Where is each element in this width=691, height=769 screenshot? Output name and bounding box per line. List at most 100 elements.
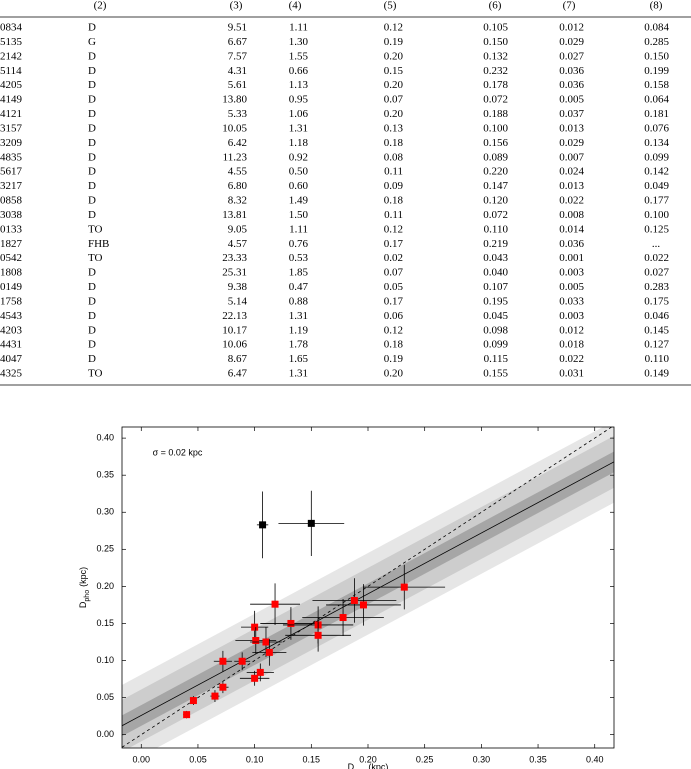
x-tick-label: 0.25	[416, 754, 434, 764]
row-id: 5135	[0, 36, 23, 48]
cell: 6.47	[228, 368, 248, 380]
cell: 7.57	[228, 50, 248, 62]
cell: D	[88, 137, 96, 149]
cell: 0.001	[559, 252, 584, 264]
table: (2) (3) (4) (5) (6) (7) (8)0834 D 9.51 1.11 0.12 0.…	[0, 0, 691, 386]
cell: 4.57	[228, 238, 248, 250]
cell: 22.13	[222, 310, 247, 322]
cell: 0.107	[483, 281, 508, 293]
chart: 0.00 0.05 0.10 0.15 0.20 0.25 0.30 0.35 0.40 0.00…	[78, 426, 615, 769]
row-id: 4149	[0, 94, 23, 106]
row-id: 4325	[0, 368, 23, 380]
cell: 0.072	[483, 94, 508, 106]
scatter-point	[307, 519, 315, 527]
cell: 0.88	[289, 295, 309, 307]
cell: 0.100	[483, 122, 508, 134]
cell: 0.06	[384, 310, 404, 322]
cell: FHB	[88, 238, 109, 250]
column-header: (7)	[563, 0, 576, 12]
cell: 0.120	[483, 195, 508, 207]
column-header: (3)	[230, 0, 243, 12]
cell: 0.150	[644, 50, 669, 62]
fit-line	[122, 461, 614, 727]
cell: 0.07	[384, 94, 404, 106]
cell: 0.13	[384, 122, 404, 134]
cell: 13.80	[222, 94, 247, 106]
cell: 0.219	[483, 238, 508, 250]
cell: 0.036	[559, 79, 584, 91]
cell: 0.110	[484, 223, 509, 235]
cell: 5.61	[228, 79, 247, 91]
cell: 0.95	[289, 94, 309, 106]
cell: 0.005	[559, 94, 584, 106]
cell: 0.53	[289, 252, 309, 264]
cell: 1.30	[289, 36, 309, 48]
row-id: 4047	[0, 353, 23, 365]
cell: D	[88, 50, 96, 62]
cell: 0.09	[384, 180, 404, 192]
cell: 1.55	[289, 50, 309, 62]
cell: 0.18	[384, 137, 404, 149]
cell: 0.220	[483, 166, 508, 178]
scatter-point	[256, 668, 264, 676]
cell: 0.064	[644, 94, 669, 106]
cell: D	[88, 108, 96, 120]
cell: 0.089	[483, 151, 508, 163]
row-id: 2142	[0, 50, 22, 62]
column-header: (2)	[94, 0, 107, 12]
identity-line	[122, 427, 613, 748]
row-id: 0542	[0, 252, 22, 264]
scatter-point	[287, 619, 295, 627]
cell: 6.67	[228, 36, 248, 48]
cell: 8.67	[228, 353, 248, 365]
y-axis-label-sub: pho	[84, 590, 91, 602]
row-id: 0858	[0, 195, 23, 207]
cell: 1.65	[289, 353, 309, 365]
row-id: 3038	[0, 209, 23, 221]
scatter-point	[314, 631, 322, 639]
cell: 0.027	[559, 50, 584, 62]
x-tick-label: 0.20	[359, 754, 377, 764]
scatter-point	[251, 674, 259, 682]
row-id: 5114	[0, 65, 22, 77]
y-axis-label-unit: (kpc)	[78, 567, 88, 587]
cell: 0.12	[384, 324, 403, 336]
row-id: 4121	[0, 108, 22, 120]
scatter-point	[219, 683, 227, 691]
scatter-point	[265, 648, 273, 656]
cell: 0.100	[644, 209, 669, 221]
cell: 0.181	[644, 108, 669, 120]
cell: 1.78	[289, 339, 309, 351]
scatter-point	[219, 657, 227, 665]
cell: 0.134	[644, 137, 669, 149]
scatter-point	[252, 637, 260, 645]
cell: 0.147	[483, 180, 508, 192]
x-axis-label-sub: spe	[354, 768, 365, 769]
cell: 0.47	[289, 281, 309, 293]
y-axis-label: Dpho (kpc)	[78, 567, 90, 608]
cell: 0.11	[384, 209, 403, 221]
cell: 0.60	[289, 180, 309, 192]
scatter-point	[350, 596, 358, 604]
cell: 0.029	[559, 36, 584, 48]
cell: 0.036	[559, 65, 584, 77]
column-header: (4)	[289, 0, 302, 12]
cell: D	[88, 353, 96, 365]
cell: 0.12	[384, 22, 403, 34]
cell: 0.17	[384, 295, 404, 307]
cell: TO	[88, 368, 103, 380]
y-tick-label: 0.25	[96, 544, 114, 554]
cell: 0.177	[644, 195, 669, 207]
cell: ...	[652, 238, 661, 250]
cell: 0.155	[483, 368, 508, 380]
cell: 0.18	[384, 195, 404, 207]
cell: 1.49	[289, 195, 309, 207]
cell: 0.12	[384, 223, 403, 235]
cell: 1.18	[289, 137, 309, 149]
row-id: 4543	[0, 310, 23, 322]
cell: 0.105	[483, 22, 508, 34]
cell: 0.049	[644, 180, 669, 192]
cell: 9.38	[228, 281, 248, 293]
row-id: 4835	[0, 151, 23, 163]
